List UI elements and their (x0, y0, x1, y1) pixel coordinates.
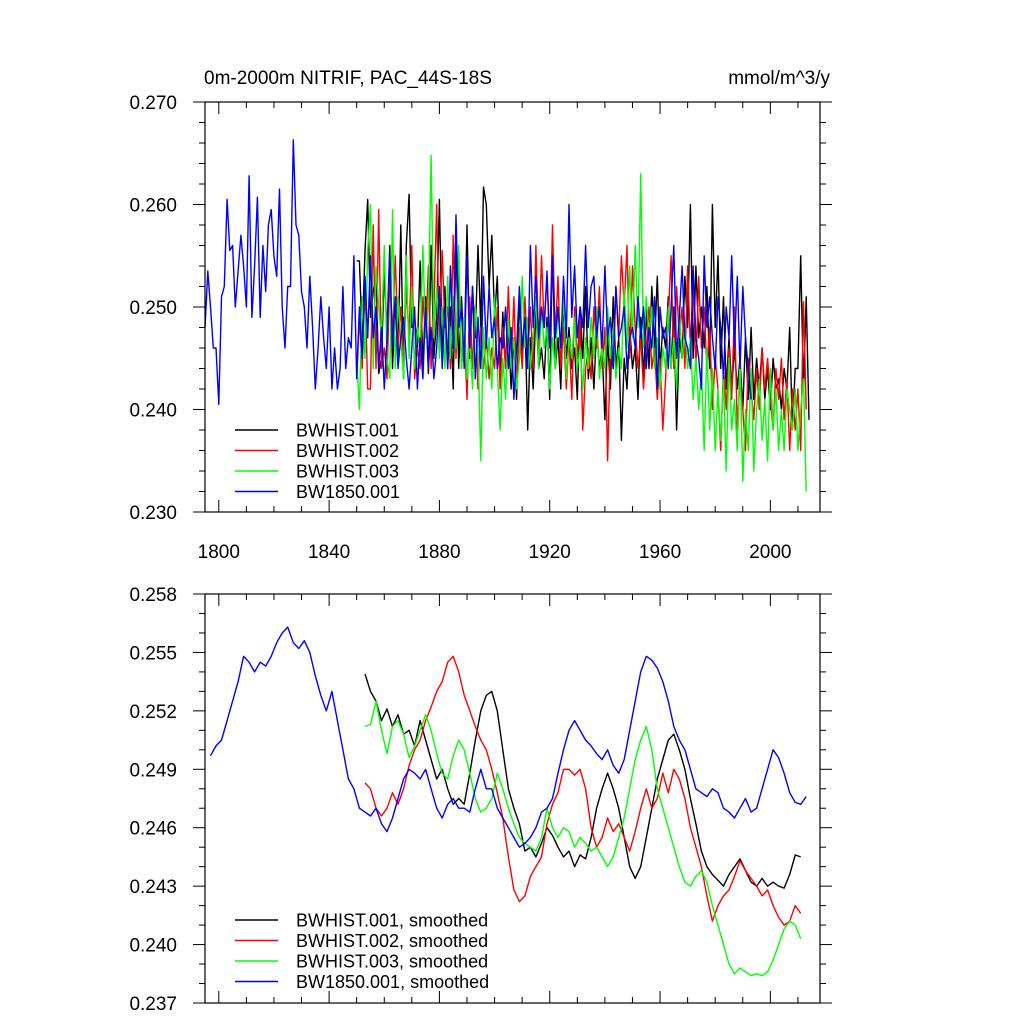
bottom-y-tick-label: 0.252 (129, 702, 177, 723)
top-panel: 0m-2000m NITRIF, PAC_44S-18S mmol/m^3/y … (129, 68, 832, 563)
top-y-tick-label: 0.270 (129, 93, 177, 114)
top-y-tick-label: 0.230 (129, 503, 177, 524)
top-legend-label: BWHIST.003 (296, 462, 399, 482)
top-x-tick-label: 1960 (639, 542, 681, 563)
top-panel-title: 0m-2000m NITRIF, PAC_44S-18S (204, 68, 492, 89)
bottom-plot-frame (204, 593, 821, 1004)
top-series-line-4 (204, 139, 752, 406)
bottom-y-tick-label: 0.243 (129, 877, 177, 898)
bottom-series-line-1 (364, 673, 801, 889)
top-series-line-3 (356, 154, 807, 492)
top-x-tick-label: 1800 (198, 542, 240, 563)
top-x-tick-label: 1880 (418, 542, 460, 563)
bottom-y-tick-label: 0.255 (129, 643, 177, 664)
bottom-legend-label: BW1850.001, smoothed (296, 972, 489, 992)
top-legend-label: BWHIST.001 (296, 421, 399, 441)
top-y-tick-label: 0.250 (129, 298, 177, 319)
top-panel-units: mmol/m^3/y (728, 68, 830, 89)
top-x-tick-label: 1920 (529, 542, 571, 563)
top-y-tick-label: 0.260 (129, 196, 177, 217)
bottom-series-line-2 (364, 655, 802, 926)
top-y-tick-label: 0.240 (129, 401, 177, 422)
bottom-legend-label: BWHIST.002, smoothed (296, 931, 488, 951)
top-legend-label: BW1850.001 (296, 482, 400, 502)
bottom-legend-label: BWHIST.001, smoothed (296, 911, 488, 931)
bottom-y-tick-label: 0.249 (129, 760, 177, 781)
bottom-legend-label: BWHIST.003, smoothed (296, 952, 488, 972)
bottom-y-tick-label: 0.246 (129, 819, 177, 840)
top-series-line-1 (356, 186, 810, 441)
top-x-tick-label: 2000 (749, 542, 791, 563)
bottom-y-tick-label: 0.258 (129, 585, 177, 606)
bottom-series-line-3 (364, 700, 802, 977)
bottom-y-tick-label: 0.240 (129, 936, 177, 957)
bottom-y-tick-label: 0.237 (129, 994, 177, 1015)
top-x-tick-label: 1840 (308, 542, 350, 563)
bottom-panel: 0.237 0.240 0.243 0.246 0.249 0.252 0.255 0.258… (129, 585, 832, 1015)
bottom-series-line-4 (209, 626, 807, 848)
top-legend-label: BWHIST.002 (296, 441, 399, 461)
